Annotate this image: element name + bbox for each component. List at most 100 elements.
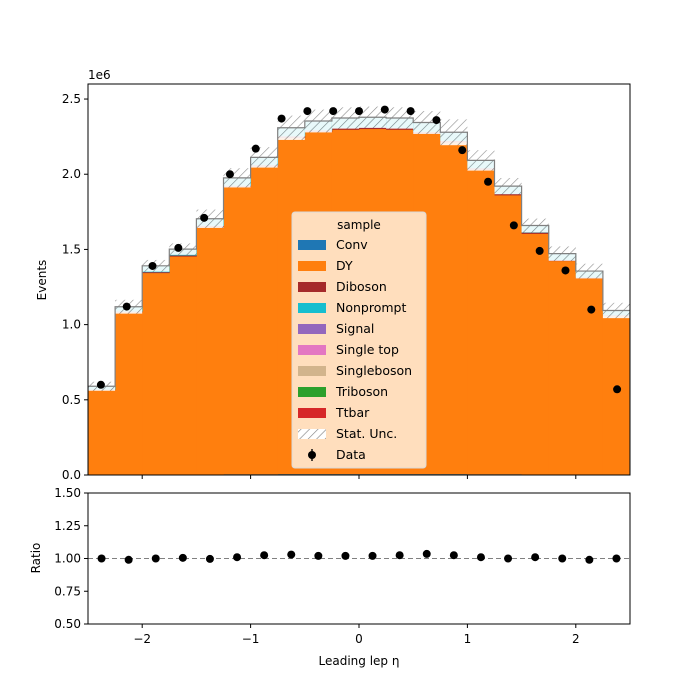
bar-dy-6 (250, 166, 279, 475)
ratio-point-16 (531, 553, 540, 562)
ratio-point-8 (314, 551, 323, 560)
bar-dy-14 (467, 169, 495, 475)
bar-dy-13 (440, 142, 468, 475)
y-multiplier: 1e6 (88, 68, 111, 82)
ratio-axis-label: Ratio (29, 543, 43, 574)
bar-dy-1 (115, 311, 143, 475)
x-tick-label-2: 0 (355, 632, 363, 646)
bar-conv-8 (304, 473, 333, 475)
ratio-point-4 (205, 554, 214, 563)
ratio-point-7 (287, 550, 296, 559)
ratio-point-18 (585, 555, 594, 564)
ratio-point-11 (395, 551, 404, 560)
ratio-point-3 (178, 553, 187, 562)
ratio-point-6 (260, 551, 269, 560)
legend-swatch-dy (298, 261, 326, 271)
data-point-1 (122, 302, 131, 311)
bar-diboson-3 (169, 255, 197, 257)
legend-swatch-diboson (298, 282, 326, 292)
bar-diboson-2 (142, 271, 170, 274)
y-tick-label-4: 2.0 (62, 167, 81, 181)
legend-box (291, 211, 427, 469)
data-point-18 (561, 266, 570, 275)
legend-swatch-singleboson (298, 366, 326, 376)
y-tick-label-1: 0.5 (62, 393, 81, 407)
legend-label-single-top: Single top (336, 342, 399, 357)
data-point-7 (277, 114, 286, 123)
bar-dy-17 (548, 260, 577, 475)
data-point-11 (380, 105, 389, 114)
bar-diboson-9 (331, 127, 360, 130)
legend-swatch-conv (298, 240, 326, 250)
legend-label-conv: Conv (336, 237, 368, 252)
x-tick-label-0: −2 (133, 632, 151, 646)
legend-title: sample (337, 218, 381, 232)
ratio-point-15 (504, 554, 513, 563)
legend-swatch-nonprompt (298, 303, 326, 313)
y-axis-label: Events (35, 260, 49, 301)
bar-diboson-10 (359, 127, 387, 130)
bar-conv-7 (277, 473, 306, 475)
y-tick-label-0: 0.0 (62, 468, 81, 482)
data-point-9 (329, 107, 338, 116)
ratio-y-tick-label-0: 0.50 (54, 617, 81, 631)
legend-swatch-ttbar (298, 408, 326, 418)
bar-dy-16 (521, 233, 550, 475)
data-point-3 (174, 243, 183, 252)
data-point-2 (148, 261, 157, 270)
x-tick-label-1: −1 (242, 632, 260, 646)
legend-label-singleboson: Singleboson (336, 363, 412, 378)
data-point-13 (432, 116, 441, 125)
ratio-y-tick-label-2: 1.00 (54, 552, 81, 566)
legend-label-signal: Signal (336, 321, 374, 336)
ratio-point-0 (97, 554, 106, 563)
bar-diboson-15 (494, 193, 522, 196)
bar-dy-4 (196, 226, 224, 475)
data-point-20 (613, 385, 622, 394)
data-point-8 (303, 107, 312, 116)
legend-label-stat-unc: Stat. Unc. (336, 426, 397, 441)
legend: sample Conv DY Diboson Nonprompt Signal Single… (291, 211, 427, 469)
bar-conv-15 (494, 473, 522, 475)
ratio-y-tick-label-3: 1.25 (54, 519, 81, 533)
ratio-plot-area (88, 549, 630, 564)
data-point-5 (225, 170, 234, 179)
bar-dy-0 (88, 389, 116, 475)
legend-label-data: Data (336, 447, 366, 462)
data-point-15 (484, 177, 493, 186)
ratio-point-12 (422, 549, 431, 558)
ratio-point-17 (558, 554, 567, 563)
y-tick-label-5: 2.5 (62, 92, 81, 106)
ratio-point-5 (233, 553, 242, 562)
legend-marker-data (308, 451, 316, 459)
bar-conv-6 (250, 473, 279, 475)
main-plot-area (88, 105, 630, 475)
legend-swatch-signal (298, 324, 326, 334)
data-point-4 (200, 213, 209, 222)
bar-diboson-16 (521, 232, 550, 234)
ratio-point-13 (449, 551, 458, 560)
data-point-12 (406, 107, 415, 116)
data-point-6 (251, 144, 260, 153)
bar-conv-12 (413, 473, 441, 475)
legend-label-triboson: Triboson (335, 384, 388, 399)
data-point-10 (355, 107, 363, 116)
bar-dy-3 (169, 256, 197, 475)
x-tick-label-4: 2 (572, 632, 580, 646)
total-mc-outline (88, 116, 630, 475)
y-tick-label-3: 1.5 (62, 242, 81, 256)
bar-dy-5 (223, 186, 251, 475)
data-point-0 (96, 380, 105, 389)
bar-diboson-11 (386, 127, 414, 130)
bar-conv-5 (223, 473, 251, 475)
ratio-point-19 (612, 554, 621, 563)
data-point-14 (458, 146, 467, 155)
ratio-y-tick-label-4: 1.50 (54, 486, 81, 500)
legend-label-diboson: Diboson (336, 279, 387, 294)
bar-dy-19 (602, 315, 630, 475)
ratio-point-2 (151, 554, 160, 563)
y-tick-label-2: 1.0 (62, 318, 81, 332)
data-point-19 (587, 305, 596, 314)
ratio-point-1 (124, 555, 133, 564)
